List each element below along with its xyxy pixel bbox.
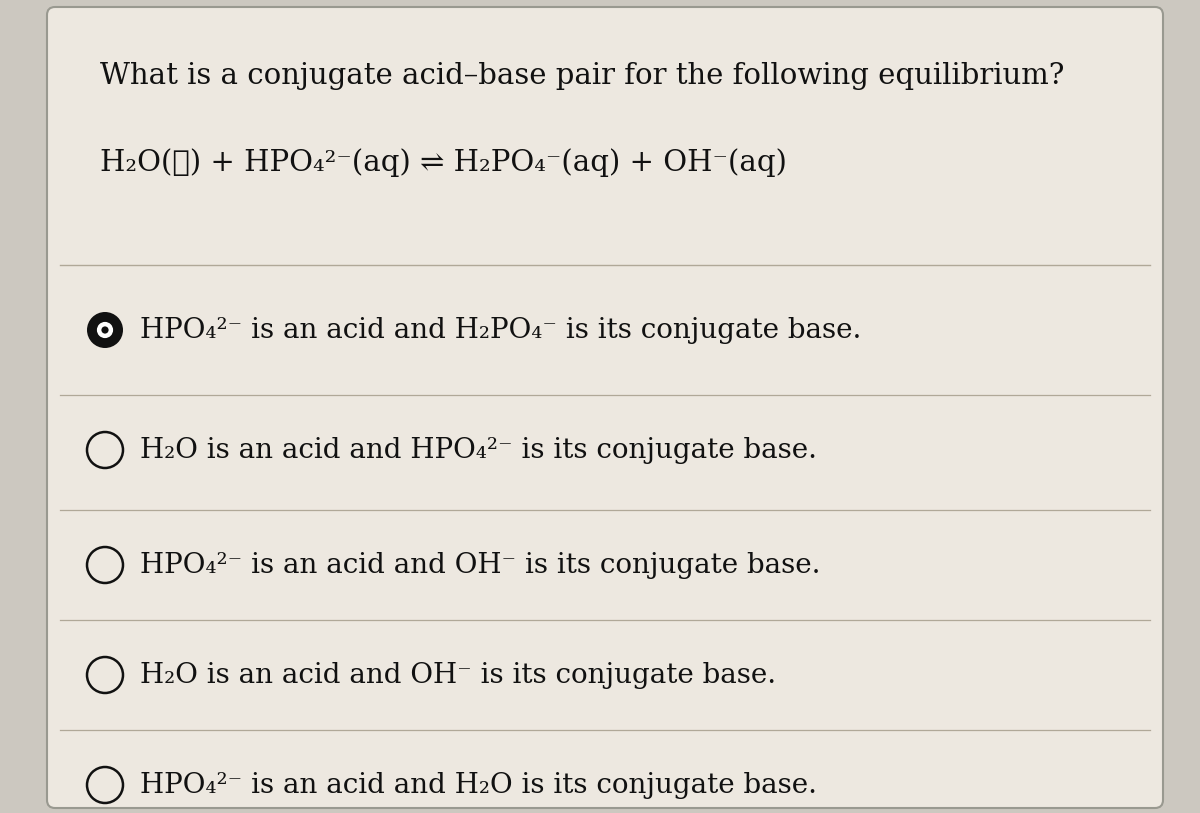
Text: HPO₄²⁻ is an acid and OH⁻ is its conjugate base.: HPO₄²⁻ is an acid and OH⁻ is its conjuga… xyxy=(140,551,821,579)
Text: What is a conjugate acid–base pair for the following equilibrium?: What is a conjugate acid–base pair for t… xyxy=(100,62,1064,90)
Text: H₂O is an acid and OH⁻ is its conjugate base.: H₂O is an acid and OH⁻ is its conjugate … xyxy=(140,662,776,689)
Circle shape xyxy=(88,547,124,583)
Circle shape xyxy=(97,322,113,338)
Text: HPO₄²⁻ is an acid and H₂O is its conjugate base.: HPO₄²⁻ is an acid and H₂O is its conjuga… xyxy=(140,772,817,798)
FancyBboxPatch shape xyxy=(47,7,1163,808)
Circle shape xyxy=(88,657,124,693)
Circle shape xyxy=(101,326,109,333)
Circle shape xyxy=(88,767,124,803)
Circle shape xyxy=(88,432,124,468)
Text: H₂O(ℓ) + HPO₄²⁻(aq) ⇌ H₂PO₄⁻(aq) + OH⁻(aq): H₂O(ℓ) + HPO₄²⁻(aq) ⇌ H₂PO₄⁻(aq) + OH⁻(a… xyxy=(100,148,787,176)
Text: H₂O is an acid and HPO₄²⁻ is its conjugate base.: H₂O is an acid and HPO₄²⁻ is its conjuga… xyxy=(140,437,817,463)
Circle shape xyxy=(88,312,124,348)
Text: HPO₄²⁻ is an acid and H₂PO₄⁻ is its conjugate base.: HPO₄²⁻ is an acid and H₂PO₄⁻ is its conj… xyxy=(140,316,862,344)
